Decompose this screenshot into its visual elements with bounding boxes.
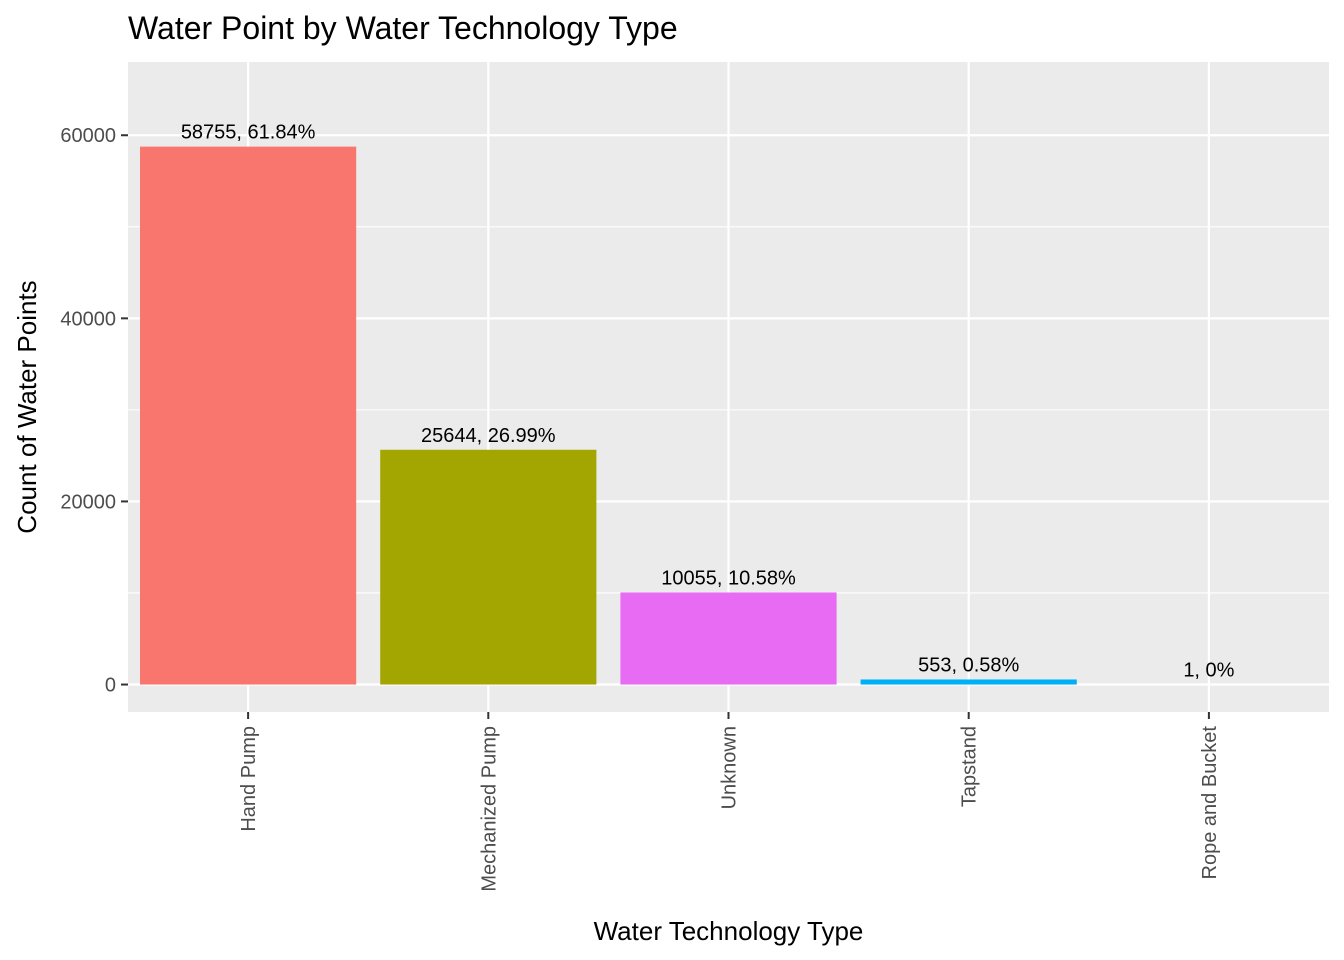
- x-axis: Hand Pump Mechanized Pump Unknown Tapstand R…: [238, 712, 1221, 892]
- x-tick-label: Hand Pump: [238, 726, 260, 832]
- bar-data-label: 58755, 61.84%: [181, 122, 316, 144]
- y-tick-label: 20000: [60, 491, 116, 513]
- bar: [140, 146, 357, 685]
- y-tick-label: 60000: [60, 125, 116, 147]
- y-axis-title: Count of Water Points: [12, 280, 42, 533]
- bar: [620, 592, 837, 685]
- x-tick-label: Rope and Bucket: [1199, 726, 1221, 880]
- x-axis-title: Water Technology Type: [594, 916, 864, 946]
- bar-data-labels: 58755, 61.84% 25644, 26.99% 10055, 10.58% 5…: [181, 122, 1235, 682]
- bars: [140, 146, 1317, 685]
- x-tick-label: Mechanized Pump: [478, 726, 500, 892]
- y-axis: 0 20000 40000 60000: [60, 125, 128, 697]
- chart-title: Water Point by Water Technology Type: [128, 10, 678, 46]
- y-tick-label: 40000: [60, 308, 116, 330]
- bar-data-label: 553, 0.58%: [918, 654, 1019, 676]
- bar-data-label: 25644, 26.99%: [421, 425, 556, 447]
- x-tick-label: Unknown: [719, 726, 741, 809]
- bar-data-label: 1, 0%: [1183, 660, 1234, 682]
- x-tick-label: Tapstand: [959, 726, 981, 807]
- bar: [380, 449, 597, 685]
- y-tick-label: 0: [105, 675, 116, 697]
- bar: [860, 679, 1077, 685]
- bar-data-label: 10055, 10.58%: [661, 567, 796, 589]
